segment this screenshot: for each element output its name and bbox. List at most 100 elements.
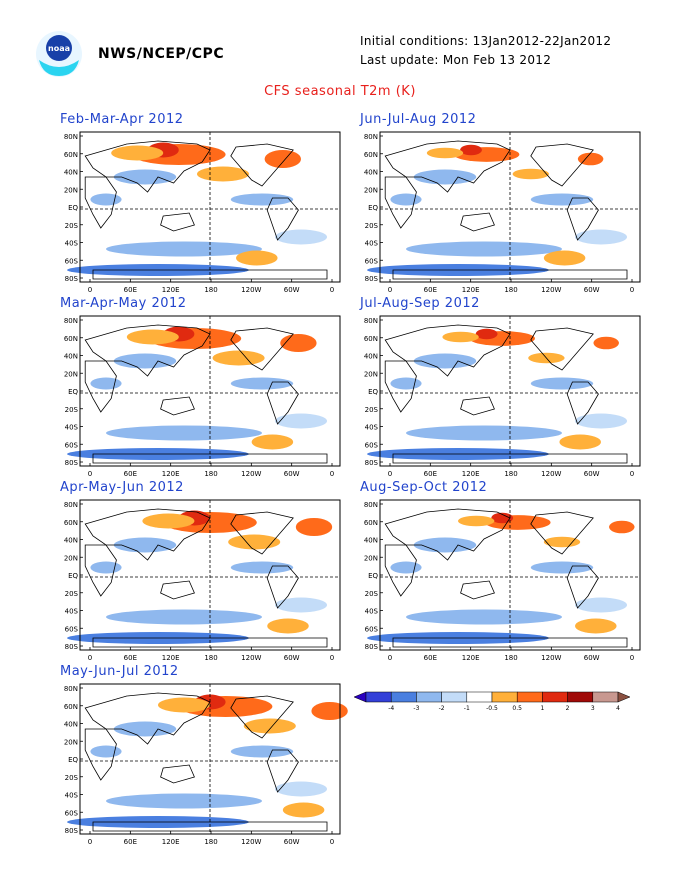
legend-label: -2	[439, 705, 445, 712]
cool-anomaly-region	[90, 745, 122, 758]
legend-label: -1	[464, 705, 470, 712]
lat-tick-label: 60N	[64, 703, 78, 711]
warm-anomaly-region	[267, 618, 309, 634]
lon-tick-label: 0	[88, 286, 92, 294]
warm-anomaly-region	[228, 534, 281, 550]
lon-tick-label: 0	[88, 838, 92, 846]
cool-anomaly-region	[390, 377, 422, 390]
lat-tick-label: 60S	[365, 625, 379, 633]
cool-anomaly-region	[390, 193, 422, 206]
lon-tick-label: 120W	[541, 286, 561, 294]
lat-tick-label: 20S	[365, 406, 379, 414]
coastline	[266, 565, 299, 609]
lon-tick-label: 0	[630, 654, 634, 662]
coastline	[566, 197, 599, 241]
lon-tick-label: 0	[330, 286, 334, 294]
lat-tick-label: 20S	[365, 222, 379, 230]
warm-anomaly-region	[158, 697, 210, 713]
coastline	[266, 197, 299, 241]
lon-tick-label: 120E	[162, 470, 180, 478]
lat-tick-label: 40S	[365, 424, 379, 432]
warm-anomaly-region	[142, 513, 195, 529]
cool-anomaly-region	[106, 793, 262, 809]
map-panel: Feb-Mar-Apr 2012 80N 60N 40N 20N EQ 20S 40S 60S 8…	[58, 112, 348, 294]
coastline	[84, 324, 211, 377]
lat-tick-label: 60S	[365, 441, 379, 449]
lat-tick-label: 40N	[364, 169, 378, 177]
legend-label: -4	[388, 705, 394, 712]
warm-anomaly-region	[282, 802, 325, 818]
lon-tick-label: 0	[88, 470, 92, 478]
lat-tick-label: 40N	[64, 721, 78, 729]
coastline	[384, 324, 511, 377]
lat-tick-label: 20S	[65, 774, 79, 782]
warm-anomaly-region	[559, 434, 601, 450]
lon-tick-label: 0	[388, 470, 392, 478]
map-panel: Jun-Jul-Aug 2012 80N 60N 40N 20N EQ 20S 40S 60S 8…	[358, 112, 648, 294]
lat-tick-label: 80N	[364, 317, 378, 325]
noaa-logo: noaa	[35, 30, 83, 78]
cool-anomaly-region	[230, 745, 294, 758]
warm-anomaly-region	[512, 168, 549, 180]
lon-tick-label: 60W	[584, 286, 600, 294]
coastline	[84, 692, 211, 745]
lat-tick-label: 20N	[64, 370, 78, 378]
lat-tick-label: 40N	[64, 537, 78, 545]
lat-tick-label: 80N	[64, 133, 78, 141]
lat-tick-label: 20N	[364, 370, 378, 378]
coastline	[92, 269, 328, 280]
cool-anomaly-region	[113, 169, 177, 185]
coastline	[230, 327, 294, 371]
lat-tick-label: 60N	[364, 335, 378, 343]
lon-tick-label: 60E	[424, 654, 437, 662]
warm-anomaly-region	[575, 618, 617, 634]
lon-tick-label: 60W	[584, 654, 600, 662]
cool-anomaly-region	[575, 413, 627, 429]
coastline	[384, 508, 511, 561]
warm-anomaly-region	[460, 144, 482, 156]
lat-tick-label: 20N	[64, 738, 78, 746]
warm-anomaly-region	[111, 145, 164, 161]
panel-title: Apr-May-Jun 2012	[60, 480, 184, 495]
lon-tick-label: 180	[204, 286, 217, 294]
lon-tick-label: 120W	[241, 838, 261, 846]
panel-title: Mar-Apr-May 2012	[60, 296, 187, 311]
lat-tick-label: 40S	[365, 240, 379, 248]
lon-tick-label: 0	[630, 286, 634, 294]
warm-anomaly-region	[593, 336, 619, 350]
lat-tick-label: 40N	[364, 353, 378, 361]
lat-tick-label: 20S	[65, 406, 79, 414]
panel-title: Feb-Mar-Apr 2012	[60, 112, 184, 127]
cool-anomaly-region	[106, 241, 262, 257]
lat-tick-label: 60N	[64, 151, 78, 159]
lat-tick-label: 60S	[65, 625, 79, 633]
lon-tick-label: 180	[204, 470, 217, 478]
lon-tick-label: 120W	[241, 654, 261, 662]
lat-tick-label: 40S	[65, 240, 79, 248]
panel-title: Jun-Jul-Aug 2012	[360, 112, 477, 127]
lat-tick-label: 80S	[65, 643, 79, 651]
legend-arrow-right	[617, 691, 631, 703]
lat-tick-label: 20S	[365, 590, 379, 598]
legend-label: -0.5	[486, 705, 498, 712]
coastline	[230, 695, 294, 739]
coastline	[84, 508, 211, 561]
cool-anomaly-region	[90, 377, 122, 390]
anomaly-map: 80N 60N 40N 20N EQ 20S 40S 60S 80S 0 60E 120E 180 120…	[364, 315, 641, 478]
coastline	[460, 212, 495, 232]
legend-swatch	[516, 691, 543, 703]
lat-tick-label: EQ	[68, 388, 78, 396]
warm-anomaly-region	[295, 518, 333, 536]
coastline	[266, 381, 299, 425]
lat-tick-label: 60N	[364, 519, 378, 527]
warm-anomaly-region	[577, 152, 604, 166]
lat-tick-label: 40S	[65, 424, 79, 432]
lat-tick-label: EQ	[68, 204, 78, 212]
coastline	[230, 511, 294, 555]
lat-tick-label: 20N	[64, 186, 78, 194]
coastline	[160, 580, 195, 600]
color-legend: -4 -3 -2 -1 -0.5 0.5 1 2 3 4	[353, 691, 631, 712]
lat-tick-label: 80S	[365, 643, 379, 651]
cool-anomaly-region	[530, 193, 594, 206]
lat-tick-label: EQ	[368, 572, 378, 580]
